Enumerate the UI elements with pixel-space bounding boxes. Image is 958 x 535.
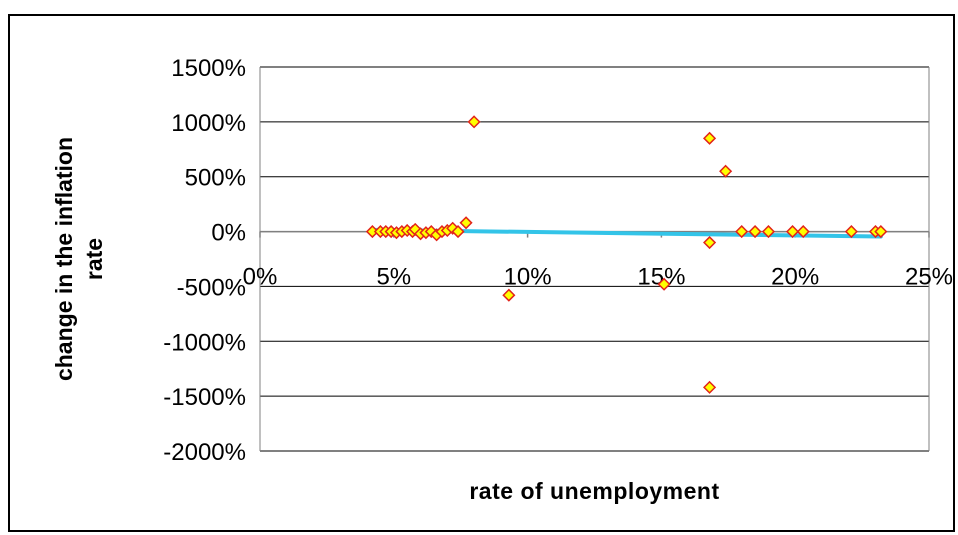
data-point-marker — [785, 225, 800, 239]
data-point-marker — [657, 277, 671, 291]
y-tick-label: -500% — [177, 274, 246, 301]
data-point-marker — [796, 225, 810, 239]
y-axis-title-line-1: change in the inflation — [51, 137, 77, 381]
x-axis-ticks: 0% 5% 10% 15% 20% 25% — [243, 231, 953, 291]
data-point-marker — [703, 235, 717, 250]
y-axis-ticks: 1500% 1000% 500% 0% -500% -1000% -1500% -2000% — [163, 55, 246, 466]
x-tick-label: 10% — [504, 264, 552, 291]
y-tick-label: -1000% — [163, 329, 246, 356]
y-axis-title-line-2: rate — [81, 238, 107, 280]
data-point-marker — [735, 225, 749, 239]
x-tick-label: 5% — [376, 264, 411, 291]
data-point-marker — [761, 225, 776, 239]
y-tick-label: 0% — [211, 220, 246, 247]
x-tick-label: 25% — [905, 264, 953, 291]
data-point-marker — [502, 288, 516, 302]
x-axis-title: rate of unemployment — [469, 478, 719, 504]
data-point-marker — [451, 225, 465, 239]
y-tick-label: -1500% — [163, 384, 246, 411]
scatter-chart: 1500%1000%500%0%-500%-1000%-1500%-2000% … — [51, 55, 953, 504]
y-tick-label: -2000% — [163, 439, 246, 466]
chart-frame: 1500% 1000% 500% 0% -500% -1000% -1500% -2000% … — [8, 14, 955, 532]
data-point-marker — [459, 216, 473, 230]
data-point-marker — [703, 380, 717, 394]
y-tick-label: 500% — [185, 165, 246, 192]
data-point-marker — [874, 225, 888, 239]
y-tick-label: 1000% — [171, 110, 246, 137]
data-point-marker — [703, 131, 717, 145]
data-point-marker — [467, 115, 481, 129]
data-point-marker — [719, 164, 733, 178]
data-point-marker — [844, 225, 858, 239]
data-point-marker — [748, 225, 762, 239]
y-tick-label: 1500% — [171, 55, 246, 82]
x-tick-label: 0% — [243, 264, 278, 291]
x-tick-label: 20% — [771, 264, 819, 291]
gridlines — [260, 66, 929, 452]
data-points — [365, 115, 888, 394]
